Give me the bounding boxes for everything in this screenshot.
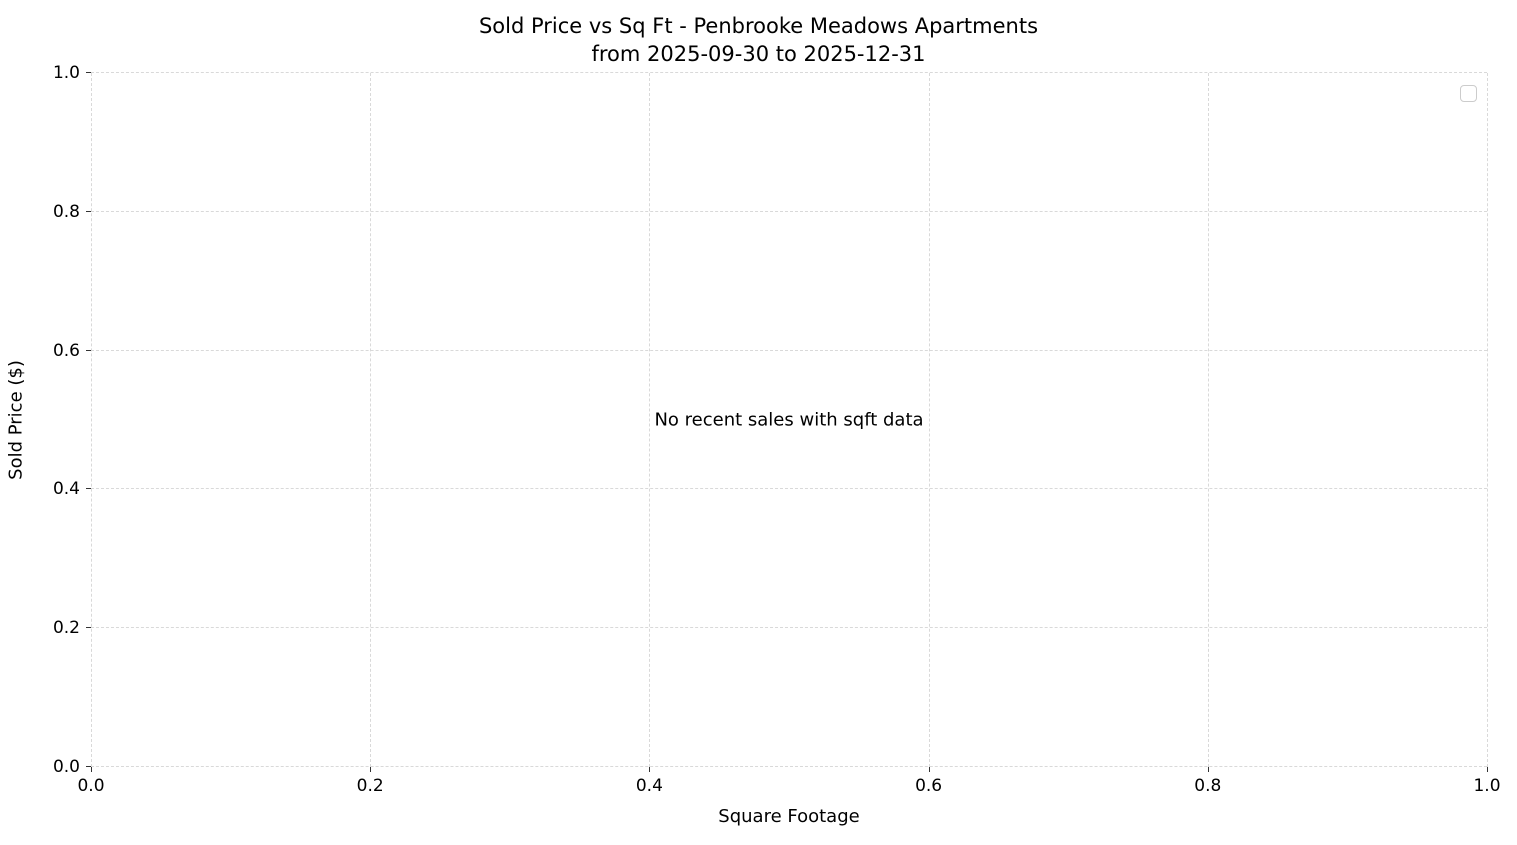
x-tickmark <box>649 767 651 772</box>
no-data-annotation: No recent sales with sqft data <box>654 409 924 431</box>
y-tickmark <box>86 210 91 212</box>
y-tickmark <box>86 349 91 351</box>
y-tick-label: 0.6 <box>52 340 80 361</box>
gridline-vertical <box>1487 73 1488 767</box>
x-tickmark <box>928 767 930 772</box>
y-tickmark <box>86 72 91 73</box>
chart-title: Sold Price vs Sq Ft - Penbrooke Meadows … <box>0 12 1517 69</box>
x-tickmark <box>1487 767 1488 772</box>
y-tick-label: 1.0 <box>52 63 80 83</box>
x-tick-label: 0.8 <box>1194 776 1222 796</box>
gridline-horizontal <box>91 210 1487 212</box>
y-tickmark <box>86 488 91 490</box>
chart-title-line2: from 2025-09-30 to 2025-12-31 <box>591 42 926 67</box>
y-tick-label: 0.0 <box>52 757 80 777</box>
y-tick-label: 0.4 <box>52 479 80 500</box>
x-tickmark <box>1207 767 1209 772</box>
x-tick-label: 0.4 <box>635 776 663 796</box>
x-axis-label: Square Footage <box>718 806 860 827</box>
x-tick-label: 1.0 <box>1473 776 1501 796</box>
y-axis-label: Sold Price ($) <box>5 360 27 480</box>
gridline-vertical <box>928 73 930 767</box>
x-tick-label: 0.0 <box>77 776 105 796</box>
x-tickmark <box>370 767 372 772</box>
gridline-horizontal <box>91 766 1487 767</box>
gridline-horizontal <box>91 627 1487 629</box>
gridline-vertical <box>370 73 372 767</box>
chart-title-line1: Sold Price vs Sq Ft - Penbrooke Meadows … <box>478 14 1039 38</box>
y-tick-label: 0.2 <box>52 618 80 639</box>
y-tickmark <box>86 627 91 629</box>
gridline-horizontal <box>91 488 1487 490</box>
gridline-horizontal <box>91 349 1487 351</box>
gridline-vertical <box>91 73 92 767</box>
plot-area: 0.0 0.2 0.4 0.6 0.8 1.0 0.0 0.2 0.4 0.6 … <box>53 63 1501 796</box>
x-tick-label: 0.6 <box>915 776 943 796</box>
x-tick-label: 0.2 <box>356 776 384 796</box>
gridline-vertical <box>649 73 651 767</box>
y-tickmark <box>86 766 91 767</box>
legend-box <box>1460 85 1477 102</box>
y-tick-label: 0.8 <box>52 201 80 222</box>
gridline-vertical <box>1207 73 1209 767</box>
gridline-horizontal <box>91 72 1487 73</box>
x-tickmark <box>91 767 92 772</box>
